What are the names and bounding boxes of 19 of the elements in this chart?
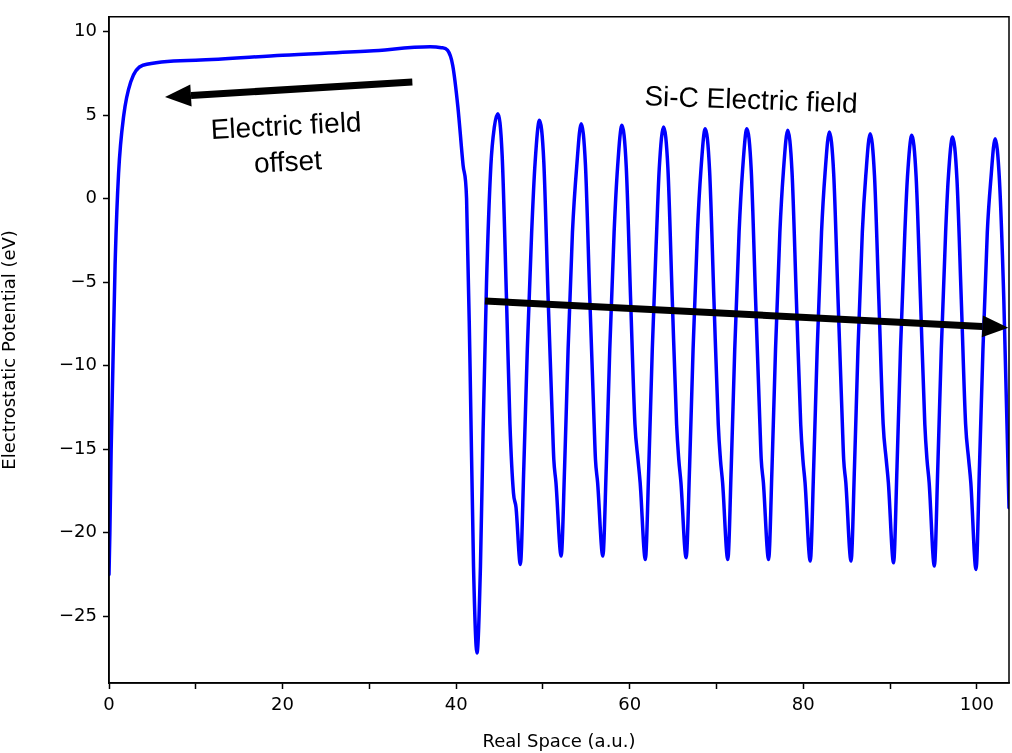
y-tick-label: −10 xyxy=(59,353,97,375)
annotation: Electric field offset xyxy=(209,104,364,181)
line-series xyxy=(109,45,1009,655)
x-axis-title: Real Space (a.u.) xyxy=(482,729,636,751)
x-tick-label: 40 xyxy=(444,693,468,715)
y-tick-label: 0 xyxy=(85,186,97,208)
y-tick-label: −25 xyxy=(59,603,97,625)
y-axis-title: Electrostatic Potential (eV) xyxy=(0,230,20,470)
y-tick-label: −5 xyxy=(70,269,97,291)
y-tick-label: −20 xyxy=(59,520,97,542)
y-tick-label: 10 xyxy=(74,19,97,41)
y-tick-label: −15 xyxy=(59,436,97,458)
x-tick-label: 80 xyxy=(791,693,815,715)
annotation: Si-C Electric field xyxy=(644,79,859,121)
x-tick-label: 0 xyxy=(103,693,115,715)
x-tick-label: 60 xyxy=(618,693,642,715)
y-tick-label: 5 xyxy=(85,102,97,124)
x-tick-label: 20 xyxy=(271,693,295,715)
x-tick-label: 100 xyxy=(959,693,995,715)
